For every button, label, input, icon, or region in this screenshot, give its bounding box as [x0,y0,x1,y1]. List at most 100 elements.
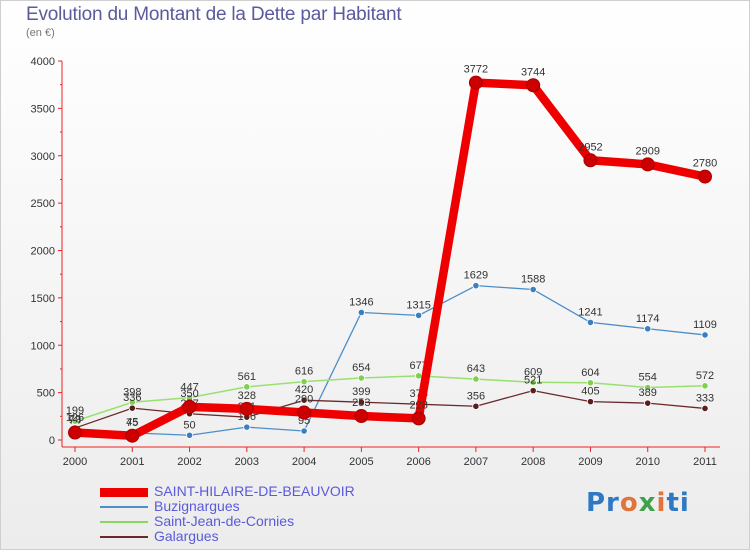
data-point [526,78,541,93]
data-label: 356 [467,390,485,402]
data-label: 290 [295,394,313,406]
data-point [644,383,652,392]
chart-title: Evolution du Montant de la Dette par Hab… [26,4,402,25]
x-tick-label: 2006 [406,456,430,468]
data-point [354,409,369,424]
data-point [128,404,136,412]
data-label: 1629 [464,270,488,282]
series-line [74,389,706,429]
data-label: 336 [123,392,141,404]
data-label: 405 [581,386,599,398]
data-point [300,378,308,386]
chart-subtitle: (en €) [26,27,55,39]
y-tick-label: 1500 [31,293,55,305]
data-point [239,401,254,416]
data-label: 1241 [578,306,602,318]
data-point [415,311,423,320]
x-tick-label: 2011 [693,456,717,468]
data-label: 643 [467,363,485,375]
data-label: 253 [352,397,370,409]
data-point [586,379,595,387]
data-label: 3772 [464,64,488,76]
data-label: 1315 [406,299,430,311]
line-chart: 0 500 1000 1500 2000 2500 3000 3500 4000 2000 2001… [31,56,720,468]
data-label: 50 [183,419,195,431]
x-tick-label: 2001 [120,456,144,468]
legend-swatch [100,487,148,497]
data-label: 79 [69,414,81,426]
data-label: 420 [295,384,313,396]
data-point [71,417,79,425]
data-label: 75 [126,417,138,429]
data-point [698,169,712,184]
data-point [701,404,709,413]
x-tick-label: 2009 [578,456,602,468]
data-point [529,378,537,386]
x-tick-label: 2008 [521,456,545,468]
data-point [586,318,595,327]
data-label: 328 [238,390,256,402]
data-label: 1109 [693,319,717,331]
data-point [243,423,251,431]
data-label: 572 [696,370,714,382]
data-label: 399 [352,386,370,398]
legend-label: Galargues [154,528,219,544]
data-label: 609 [524,366,542,378]
data-point [357,374,365,382]
x-tick-label: 2005 [349,456,373,468]
data-point [357,308,365,317]
series-saint-hilaire-de-beauvoir: 79 45 350 328 290 253 228 3772 3744 2952 2909 2780 [68,64,717,443]
data-label: 604 [581,367,599,379]
series-line [74,78,706,440]
data-point [243,383,251,391]
data-label: 126 [66,412,84,424]
data-point [472,282,480,290]
data-label: 389 [639,387,657,399]
x-tick-label: 2000 [63,456,87,468]
data-point [644,399,652,407]
legend-label: Saint-Jean-de-Cornies [154,513,295,529]
data-point [297,405,312,420]
x-tick-label: 2003 [235,456,259,468]
data-label: 45 [126,417,138,429]
y-tick-label: 0 [49,435,55,447]
data-point [468,75,483,90]
y-tick-label: 3500 [31,103,55,115]
data-point [472,375,480,383]
legend-swatch [100,506,148,508]
data-point [529,387,537,395]
data-label: 3744 [521,66,545,78]
data-label: 654 [352,362,370,374]
data-point [472,402,480,410]
data-point [185,431,194,439]
data-label: 561 [238,371,256,383]
data-label: 554 [639,372,657,384]
y-tick-label: 500 [37,388,55,400]
data-point [182,399,197,414]
data-point [529,285,537,294]
data-point [586,398,595,406]
x-tick-label: 2002 [177,456,201,468]
y-tick-label: 2500 [31,198,55,210]
series-buzignargues: 987550136951346131516291588124111741109 [69,270,717,439]
data-point [125,428,140,443]
data-label: 228 [409,399,427,411]
data-point [415,372,423,380]
data-point [357,398,365,406]
x-tick-label: 2004 [292,456,316,468]
data-label: 1588 [521,274,545,286]
series-line [74,285,706,436]
y-tick-label: 2000 [31,246,55,258]
data-point [300,427,308,435]
data-label: 333 [696,392,714,404]
data-point [68,425,82,440]
proxiti-logo: Proxiti [586,488,690,518]
x-tick-label: 2010 [635,456,659,468]
y-tick-label: 1000 [31,340,55,352]
data-label: 521 [524,375,542,387]
data-label: 1174 [636,313,660,325]
series-line [74,375,706,422]
data-label: 2909 [635,145,659,157]
